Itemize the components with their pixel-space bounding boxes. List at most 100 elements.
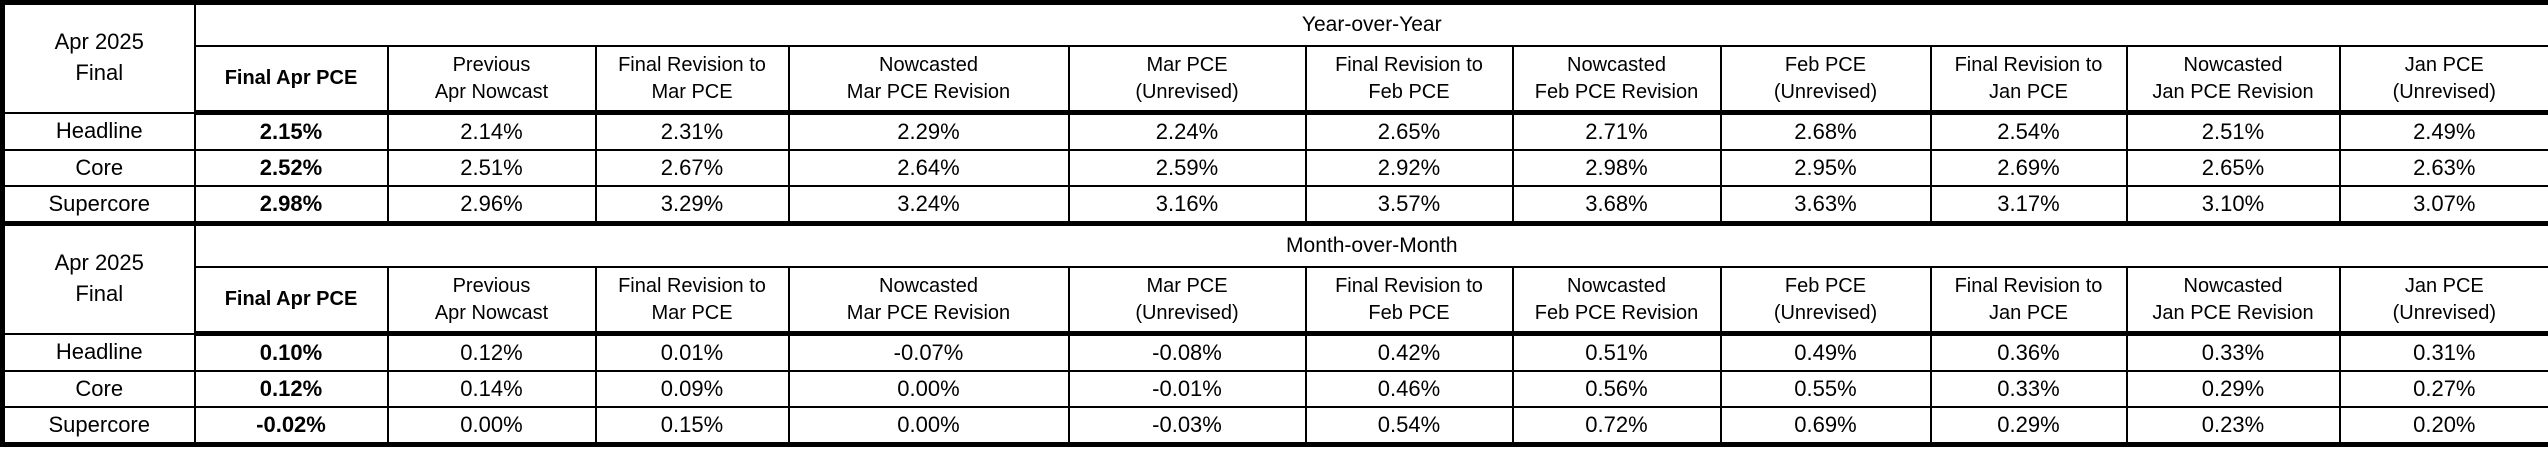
yoy-group-label: Year-over-Year	[193, 1, 2548, 47]
row-label: Supercore	[1, 406, 196, 446]
value-cell: 0.27%	[2338, 370, 2548, 408]
column-header: Nowcasted Mar PCE Revision	[787, 266, 1070, 336]
row-label: Headline	[1, 111, 196, 151]
value-cell: 0.20%	[2338, 406, 2548, 446]
column-header: Nowcasted Feb PCE Revision	[1511, 266, 1722, 336]
value-cell: -0.03%	[1067, 406, 1307, 446]
value-cell: 0.12%	[386, 332, 597, 372]
column-header: Final Revision to Jan PCE	[1929, 266, 2128, 336]
value-cell: 0.10%	[193, 332, 389, 372]
column-header: Nowcasted Feb PCE Revision	[1511, 45, 1722, 115]
value-cell: 3.57%	[1304, 185, 1514, 225]
column-header: Previous Apr Nowcast	[386, 45, 597, 115]
value-cell: 3.24%	[787, 185, 1070, 225]
value-cell: 0.01%	[594, 332, 790, 372]
value-cell: 0.00%	[787, 406, 1070, 446]
column-header: Final Apr PCE	[193, 45, 389, 115]
value-cell: 2.96%	[386, 185, 597, 225]
value-cell: 3.68%	[1511, 185, 1722, 225]
column-header: Final Revision to Feb PCE	[1304, 45, 1514, 115]
column-header: Nowcasted Jan PCE Revision	[2125, 45, 2341, 115]
value-cell: 2.54%	[1929, 111, 2128, 151]
value-cell: -0.02%	[193, 406, 389, 446]
value-cell: 0.42%	[1304, 332, 1514, 372]
value-cell: 0.56%	[1511, 370, 1722, 408]
value-cell: 2.31%	[594, 111, 790, 151]
value-cell: 2.95%	[1719, 149, 1932, 187]
value-cell: 0.55%	[1719, 370, 1932, 408]
value-cell: 2.65%	[1304, 111, 1514, 151]
value-cell: 0.12%	[193, 370, 389, 408]
column-header: Mar PCE (Unrevised)	[1067, 266, 1307, 336]
value-cell: 2.68%	[1719, 111, 1932, 151]
row-label: Core	[1, 149, 196, 187]
yoy-table: Apr 2025 Final Year-over-Year Final Apr PC…	[0, 0, 2548, 226]
value-cell: -0.08%	[1067, 332, 1307, 372]
column-header: Jan PCE (Unrevised)	[2338, 45, 2548, 115]
value-cell: 0.00%	[386, 406, 597, 446]
column-header: Previous Apr Nowcast	[386, 266, 597, 336]
value-cell: 0.31%	[2338, 332, 2548, 372]
value-cell: 2.69%	[1929, 149, 2128, 187]
value-cell: 0.49%	[1719, 332, 1932, 372]
value-cell: 3.17%	[1929, 185, 2128, 225]
column-header: Jan PCE (Unrevised)	[2338, 266, 2548, 336]
value-cell: 2.63%	[2338, 149, 2548, 187]
value-cell: 0.69%	[1719, 406, 1932, 446]
column-header: Final Revision to Mar PCE	[594, 266, 790, 336]
value-cell: 2.98%	[193, 185, 389, 225]
column-header: Nowcasted Mar PCE Revision	[787, 45, 1070, 115]
column-header: Feb PCE (Unrevised)	[1719, 45, 1932, 115]
value-cell: 0.51%	[1511, 332, 1722, 372]
column-header: Feb PCE (Unrevised)	[1719, 266, 1932, 336]
column-header: Mar PCE (Unrevised)	[1067, 45, 1307, 115]
value-cell: 3.63%	[1719, 185, 1932, 225]
value-cell: 2.14%	[386, 111, 597, 151]
value-cell: 2.51%	[2125, 111, 2341, 151]
value-cell: 2.64%	[787, 149, 1070, 187]
value-cell: 0.23%	[2125, 406, 2341, 446]
value-cell: 0.46%	[1304, 370, 1514, 408]
value-cell: 2.67%	[594, 149, 790, 187]
value-cell: 2.71%	[1511, 111, 1722, 151]
value-cell: 0.09%	[594, 370, 790, 408]
value-cell: -0.01%	[1067, 370, 1307, 408]
column-header: Final Revision to Feb PCE	[1304, 266, 1514, 336]
value-cell: -0.07%	[787, 332, 1070, 372]
value-cell: 2.52%	[193, 149, 389, 187]
value-cell: 0.72%	[1511, 406, 1722, 446]
value-cell: 3.10%	[2125, 185, 2341, 225]
value-cell: 2.98%	[1511, 149, 1722, 187]
value-cell: 0.29%	[1929, 406, 2128, 446]
mom-group-label: Month-over-Month	[193, 222, 2548, 268]
value-cell: 2.51%	[386, 149, 597, 187]
value-cell: 0.33%	[2125, 332, 2341, 372]
value-cell: 0.29%	[2125, 370, 2341, 408]
value-cell: 0.15%	[594, 406, 790, 446]
row-label: Supercore	[1, 185, 196, 225]
column-header: Final Revision to Mar PCE	[594, 45, 790, 115]
value-cell: 2.29%	[787, 111, 1070, 151]
value-cell: 0.14%	[386, 370, 597, 408]
column-header: Final Revision to Jan PCE	[1929, 45, 2128, 115]
value-cell: 2.49%	[2338, 111, 2548, 151]
value-cell: 2.15%	[193, 111, 389, 151]
value-cell: 3.16%	[1067, 185, 1307, 225]
value-cell: 0.00%	[787, 370, 1070, 408]
value-cell: 3.29%	[594, 185, 790, 225]
mom-table: Apr 2025 Final Month-over-Month Final Apr …	[0, 221, 2548, 447]
column-header: Final Apr PCE	[193, 266, 389, 336]
value-cell: 3.07%	[2338, 185, 2548, 225]
row-label: Core	[1, 370, 196, 408]
value-cell: 2.65%	[2125, 149, 2341, 187]
value-cell: 0.33%	[1929, 370, 2128, 408]
value-cell: 2.92%	[1304, 149, 1514, 187]
value-cell: 2.24%	[1067, 111, 1307, 151]
row-label: Headline	[1, 332, 196, 372]
column-header: Nowcasted Jan PCE Revision	[2125, 266, 2341, 336]
period-label: Apr 2025 Final	[1, 1, 196, 114]
period-label: Apr 2025 Final	[1, 222, 196, 335]
value-cell: 0.36%	[1929, 332, 2128, 372]
value-cell: 0.54%	[1304, 406, 1514, 446]
